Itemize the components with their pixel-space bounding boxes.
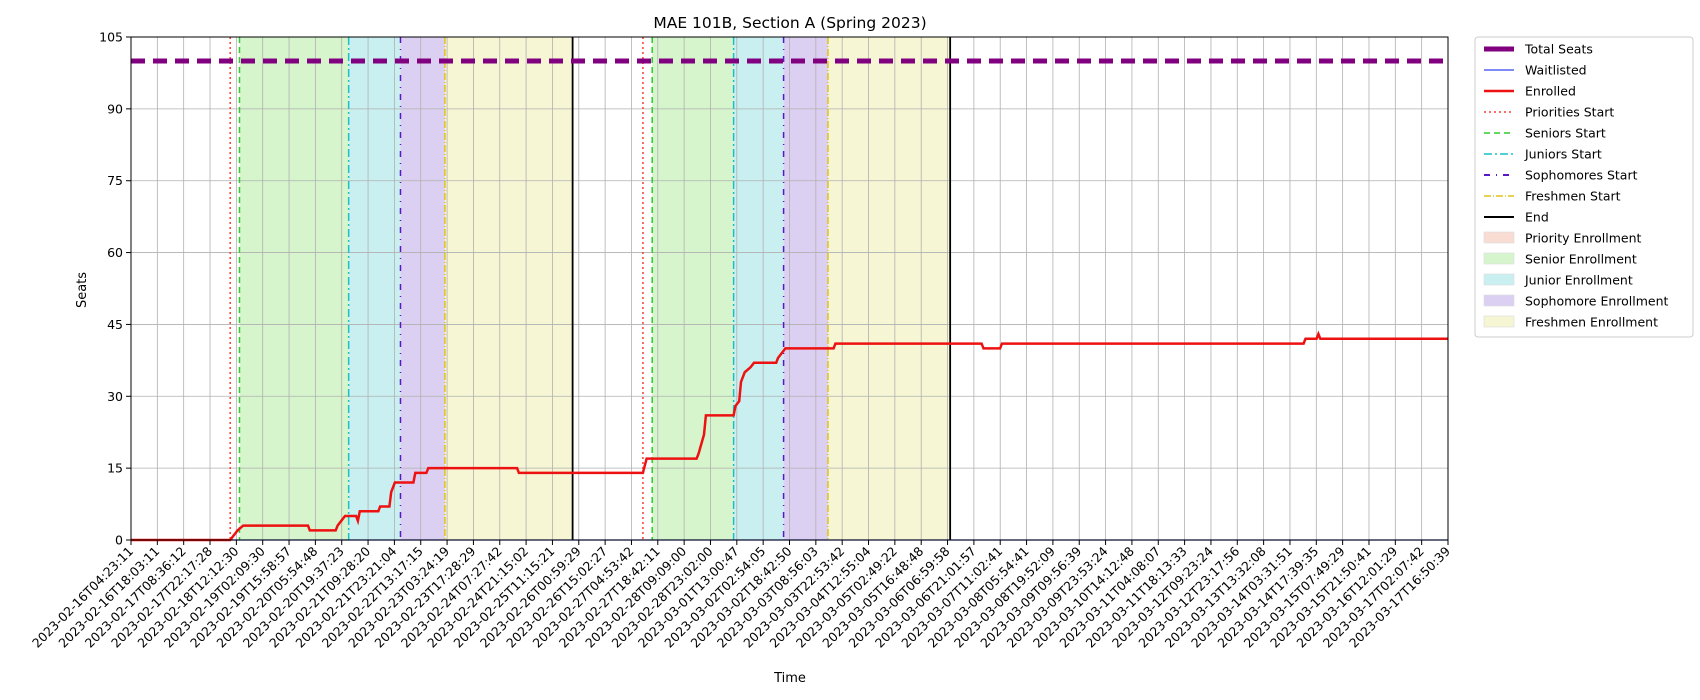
legend-swatch bbox=[1483, 294, 1515, 307]
legend-box bbox=[1474, 36, 1694, 338]
legend-swatch bbox=[1483, 315, 1515, 328]
y-axis-title: Seats bbox=[75, 272, 90, 308]
legend-label: Senior Enrollment bbox=[1525, 252, 1637, 267]
legend-swatch bbox=[1483, 231, 1515, 244]
y-axis: 0 15 30 45 60 75 90 105 bbox=[99, 30, 131, 548]
legend-label: End bbox=[1525, 210, 1549, 225]
legend-label: Waitlisted bbox=[1525, 63, 1587, 78]
shaded-period bbox=[444, 37, 573, 540]
shaded-period bbox=[348, 37, 401, 540]
legend-label: Seniors Start bbox=[1525, 126, 1606, 141]
legend-label: Priority Enrollment bbox=[1525, 231, 1642, 246]
y-tick-label: 0 bbox=[115, 533, 123, 548]
y-tick-label: 60 bbox=[107, 245, 123, 260]
legend: Total Seats Waitlisted Enrolled Priorities … bbox=[1474, 36, 1694, 338]
y-tick-label: 105 bbox=[99, 30, 123, 45]
legend-label: Total Seats bbox=[1524, 42, 1593, 57]
y-tick-label: 30 bbox=[107, 389, 123, 404]
chart-title: MAE 101B, Section A (Spring 2023) bbox=[653, 14, 926, 32]
y-tick-label: 75 bbox=[107, 173, 123, 188]
legend-label: Sophomore Enrollment bbox=[1525, 294, 1669, 309]
shaded-periods bbox=[239, 37, 951, 540]
grid-lines bbox=[130, 36, 1449, 541]
phase-markers bbox=[229, 37, 952, 540]
legend-label: Freshmen Enrollment bbox=[1525, 315, 1658, 330]
legend-swatch bbox=[1483, 252, 1515, 265]
shaded-period bbox=[400, 37, 445, 540]
y-tick-label: 90 bbox=[107, 101, 123, 116]
legend-label: Priorities Start bbox=[1525, 105, 1614, 120]
legend-label: Junior Enrollment bbox=[1524, 273, 1633, 288]
legend-label: Freshmen Start bbox=[1525, 189, 1621, 204]
shaded-period bbox=[733, 37, 784, 540]
shaded-period bbox=[783, 37, 829, 540]
shaded-period bbox=[828, 37, 951, 540]
legend-label: Enrolled bbox=[1525, 84, 1576, 99]
y-tick-label: 45 bbox=[107, 317, 123, 332]
shaded-period bbox=[652, 37, 734, 540]
legend-label: Juniors Start bbox=[1524, 147, 1602, 162]
x-axis-title: Time bbox=[773, 671, 806, 686]
x-axis: 2023-02-16T04:23:112023-02-16T18:03:1120… bbox=[29, 540, 1453, 651]
legend-label: Sophomores Start bbox=[1525, 168, 1638, 183]
shaded-period bbox=[239, 37, 349, 540]
series-line bbox=[131, 330, 1448, 542]
legend-swatch bbox=[1483, 273, 1515, 286]
y-tick-label: 15 bbox=[107, 461, 123, 476]
